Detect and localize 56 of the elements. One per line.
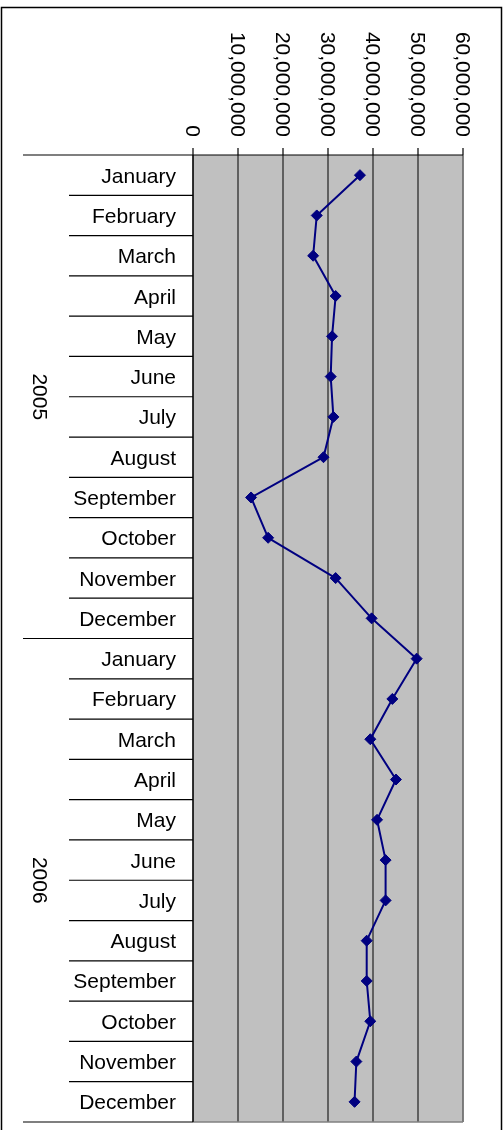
point	[360, 974, 373, 987]
x-tick-label: 0	[181, 125, 205, 137]
y-tick-label: March	[117, 244, 176, 268]
y-tick-label: October	[101, 1009, 176, 1033]
point	[262, 531, 275, 544]
y-tick-label: December	[79, 606, 176, 630]
point	[364, 1015, 377, 1028]
point	[310, 209, 323, 222]
text: 2005	[28, 373, 52, 421]
y-tick-label: November	[79, 1050, 176, 1074]
y-tick-label: November	[79, 566, 176, 590]
point	[365, 612, 378, 625]
y-tick-label: June	[130, 365, 176, 389]
y-tick-label: March	[117, 727, 176, 751]
point	[317, 451, 330, 464]
y-tick-label: December	[79, 1090, 176, 1114]
point	[353, 169, 366, 182]
point	[379, 854, 392, 867]
y-tick-label: September	[73, 485, 176, 509]
y-tick-label: April	[133, 284, 176, 308]
y-tick-label: February	[91, 203, 177, 227]
point	[348, 1095, 361, 1108]
point	[245, 491, 258, 504]
x-tick-label: 50,000,000	[406, 31, 430, 137]
point	[379, 894, 392, 907]
text: 2006	[28, 856, 52, 904]
point	[371, 813, 384, 826]
y-tick-label: May	[136, 324, 177, 348]
y-tick-label: October	[101, 526, 176, 550]
point	[389, 773, 402, 786]
point	[360, 934, 373, 947]
x-tick-label: 20,000,000	[271, 31, 295, 137]
y-tick-label: January	[101, 647, 177, 671]
point	[364, 733, 377, 746]
point	[324, 370, 337, 383]
point	[410, 652, 423, 665]
point	[326, 330, 339, 343]
point	[386, 692, 399, 705]
y-tick-label: September	[73, 969, 176, 993]
y-tick-label: August	[110, 445, 177, 469]
y-tick-label: April	[133, 768, 176, 792]
y-tick-label: June	[130, 848, 176, 872]
x-tick-label: 40,000,000	[361, 31, 385, 137]
y-tick-label: February	[91, 687, 177, 711]
x-tick-label: 30,000,000	[316, 31, 340, 137]
point	[307, 249, 320, 262]
point	[329, 290, 342, 303]
x-tick-label: 60,000,000	[451, 31, 475, 137]
x-tick-label: 10,000,000	[226, 31, 250, 137]
y-tick-label: July	[138, 405, 177, 429]
y-tick-label: January	[101, 163, 177, 187]
y-tick-label: May	[136, 808, 177, 832]
y-tick-label: July	[138, 888, 177, 912]
point	[329, 572, 342, 585]
y-tick-label: August	[110, 929, 177, 953]
point	[350, 1055, 363, 1068]
